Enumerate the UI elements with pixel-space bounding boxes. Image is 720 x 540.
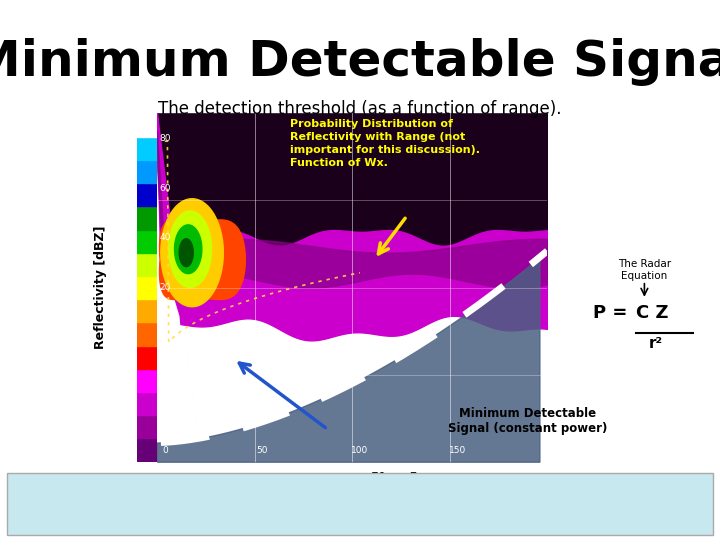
Polygon shape <box>174 225 202 274</box>
Text: r²: r² <box>649 335 663 350</box>
Bar <box>137 137 157 160</box>
Polygon shape <box>161 199 223 307</box>
Text: Probability Distribution of
Reflectivity with Range (not
important for this disc: Probability Distribution of Reflectivity… <box>289 118 480 168</box>
Text: The detection threshold (as a function of range).: The detection threshold (as a function o… <box>158 100 562 118</box>
Text: 100: 100 <box>351 446 369 455</box>
Text: 40: 40 <box>160 233 171 242</box>
Text: useful to express as reflectivity at a particular range.: useful to express as reflectivity at a p… <box>18 503 325 514</box>
Text: -20: -20 <box>160 382 174 392</box>
Bar <box>137 113 157 137</box>
Bar <box>137 438 157 462</box>
Polygon shape <box>168 211 212 287</box>
Bar <box>137 160 157 183</box>
Text: C Z: C Z <box>636 305 669 322</box>
Bar <box>137 369 157 392</box>
Text: MDS can expressed as a noise temperature or a power measurement but for meteorol: MDS can expressed as a noise temperature… <box>18 478 583 488</box>
Polygon shape <box>179 239 193 267</box>
Bar <box>137 299 157 322</box>
Text: Reflectivity [dBZ]: Reflectivity [dBZ] <box>94 226 107 349</box>
Bar <box>137 230 157 253</box>
Text: Range [km]: Range [km] <box>301 472 418 490</box>
Text: 60: 60 <box>160 184 171 193</box>
Text: 20: 20 <box>160 283 171 292</box>
Bar <box>137 183 157 206</box>
Text: Minimum Detectable
Signal (constant power): Minimum Detectable Signal (constant powe… <box>448 407 607 435</box>
Bar <box>137 392 157 415</box>
Text: Minimum Detectable Signal: Minimum Detectable Signal <box>0 38 720 86</box>
Text: Typically, -1 dBZ at 50 km: Typically, -1 dBZ at 50 km <box>197 503 362 514</box>
Text: P =: P = <box>593 305 633 322</box>
Text: 80: 80 <box>160 134 171 143</box>
Bar <box>137 415 157 438</box>
Text: .: . <box>278 503 282 514</box>
Bar <box>137 253 157 276</box>
Text: 0: 0 <box>160 333 166 342</box>
Bar <box>137 346 157 369</box>
Text: 0: 0 <box>162 446 168 455</box>
Text: 50: 50 <box>256 446 268 455</box>
Bar <box>137 276 157 299</box>
Text: 150: 150 <box>449 446 466 455</box>
Bar <box>137 206 157 230</box>
Text: The Radar
Equation: The Radar Equation <box>618 259 671 281</box>
Polygon shape <box>159 220 246 300</box>
Bar <box>137 322 157 346</box>
